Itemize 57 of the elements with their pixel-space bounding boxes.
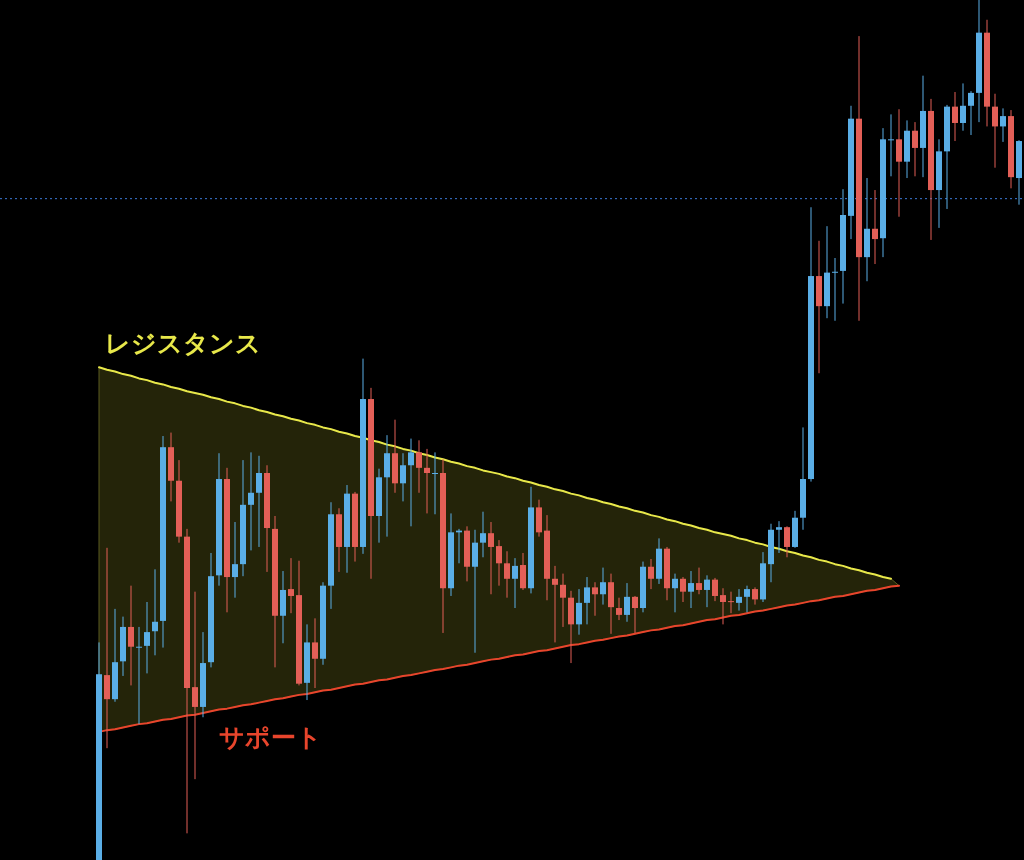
candlestick xyxy=(744,585,750,613)
candlestick xyxy=(776,520,782,554)
candlestick xyxy=(896,108,902,218)
candlestick xyxy=(832,257,838,322)
candlestick xyxy=(672,573,678,613)
candlestick xyxy=(192,591,198,780)
candlestick xyxy=(728,591,734,614)
candlestick xyxy=(888,113,894,177)
candlestick xyxy=(496,539,502,587)
candlestick xyxy=(248,451,254,551)
candlestick xyxy=(312,617,318,689)
candlestick xyxy=(752,586,758,606)
candlestick xyxy=(408,438,414,527)
candlestick xyxy=(872,189,878,265)
candlestick xyxy=(288,557,294,614)
candlestick xyxy=(232,521,238,599)
candlestick xyxy=(960,82,966,132)
candlestick xyxy=(912,121,918,177)
candlestick xyxy=(632,595,638,634)
candlestick xyxy=(584,576,590,625)
candlestick xyxy=(696,567,702,595)
candlestick xyxy=(416,439,422,494)
candlestick xyxy=(576,588,582,636)
candlestick xyxy=(720,587,726,625)
candlestick xyxy=(688,570,694,609)
candlestick xyxy=(648,558,654,590)
candlestick xyxy=(680,576,686,603)
candlestick xyxy=(560,573,566,628)
candlestick xyxy=(600,567,606,606)
candlestick xyxy=(144,601,150,674)
candlestick xyxy=(624,582,630,623)
candlestick xyxy=(704,574,710,608)
candlestick xyxy=(520,552,526,591)
candlestick xyxy=(784,525,790,558)
series-label: サポート xyxy=(219,722,322,752)
candlestick xyxy=(1000,107,1006,143)
candlestick xyxy=(488,521,494,595)
candlestick xyxy=(104,547,110,749)
candlestick xyxy=(592,581,598,617)
candlestick xyxy=(992,93,998,169)
candlestick xyxy=(512,557,518,609)
candlestick xyxy=(136,626,142,725)
series-label: レジスタンス xyxy=(105,328,261,358)
candlestick xyxy=(480,511,486,558)
candlestick xyxy=(400,452,406,502)
candlestick xyxy=(504,550,510,599)
candlestick xyxy=(552,565,558,643)
candlestick xyxy=(952,91,958,142)
candlestick xyxy=(712,577,718,602)
candlestick xyxy=(256,455,262,548)
candlestick xyxy=(968,90,974,136)
candlestick xyxy=(152,568,158,656)
candlestick xyxy=(128,585,134,686)
candlestick xyxy=(432,451,438,515)
candlestick xyxy=(424,448,430,514)
candlestick xyxy=(736,588,742,612)
candlestick xyxy=(616,597,622,621)
